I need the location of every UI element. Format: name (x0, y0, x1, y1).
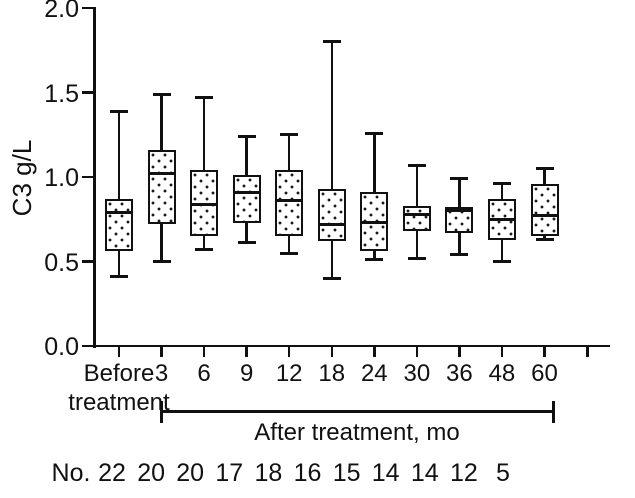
y-tick-label: 1.5 (44, 79, 79, 108)
median-line (105, 210, 133, 214)
whisker-top-cap (492, 182, 511, 186)
x-tick (458, 346, 461, 357)
whisker-bottom-cap (195, 248, 214, 252)
count-value: 12 (449, 459, 478, 487)
y-tick-label: 0.5 (44, 248, 79, 277)
x-tick (415, 346, 419, 357)
x-label: 12 (275, 360, 303, 387)
whisker-bottom-cap (450, 253, 469, 257)
y-tick (82, 260, 95, 263)
x-tick (160, 346, 163, 357)
x-tick (543, 346, 546, 357)
whisker-top-cap (535, 167, 554, 171)
whisker-bottom-cap (492, 260, 511, 263)
x-label: 36 (446, 360, 473, 387)
median-line (275, 199, 304, 203)
y-tick-label: 2.0 (44, 0, 79, 23)
median-line (445, 209, 474, 213)
x-label: 60 (531, 360, 558, 387)
counts-row-header: No. (51, 459, 91, 487)
x-label: 18 (318, 360, 346, 387)
iqr-box (105, 198, 133, 252)
y-tick (82, 91, 95, 94)
median-line (190, 202, 219, 206)
whisker-top-cap (195, 96, 214, 100)
iqr-box (530, 183, 559, 237)
count-value: 20 (137, 459, 165, 487)
iqr-box (275, 170, 304, 237)
count-value: 17 (215, 459, 244, 487)
whisker-top-cap (407, 163, 426, 167)
x-tick (373, 346, 376, 357)
x-tick (202, 346, 206, 357)
count-value: 14 (410, 459, 439, 487)
x-tick (245, 346, 248, 357)
whisker-top-cap (322, 40, 341, 44)
x-label: 48 (488, 360, 516, 387)
iqr-box (445, 207, 474, 233)
whisker-line (117, 111, 121, 277)
count-value: 14 (371, 459, 400, 487)
y-tick-label: 0.0 (44, 333, 79, 361)
whisker-top-cap (365, 131, 384, 135)
after-treatment-bracket-left-cap (160, 401, 163, 423)
whisker-bottom-cap (535, 238, 554, 242)
x-label: 24 (360, 360, 388, 387)
iqr-box (147, 149, 176, 225)
after-treatment-bracket-right-cap (551, 401, 555, 423)
count-value: 5 (496, 459, 510, 487)
after-treatment-bracket-line (161, 410, 554, 413)
whisker-top-cap (152, 92, 171, 96)
whisker-top-cap (237, 134, 256, 138)
median-line (147, 172, 176, 176)
after-treatment-label: After treatment, mo (254, 419, 460, 446)
median-line (317, 222, 346, 226)
whisker-bottom-cap (322, 276, 341, 280)
x-label: 3 (154, 360, 169, 387)
whisker-bottom-cap (280, 251, 299, 255)
count-value: 22 (98, 459, 126, 487)
median-line (402, 212, 431, 216)
whisker-top-cap (110, 109, 128, 113)
iqr-box (317, 188, 346, 242)
iqr-box (232, 175, 261, 223)
median-line (360, 221, 389, 225)
x-tick (330, 346, 333, 357)
whisker-bottom-cap (407, 256, 426, 260)
whisker-bottom-cap (110, 275, 128, 279)
y-tick (82, 175, 95, 179)
count-value: 18 (254, 459, 283, 487)
x-tick (500, 346, 504, 357)
x-label-before-treatment: Before treatment (68, 360, 170, 416)
count-value: 16 (293, 459, 322, 487)
iqr-box (402, 205, 431, 232)
whisker-line (330, 41, 333, 279)
whisker-top-cap (280, 133, 299, 137)
x-label: 30 (403, 360, 431, 387)
whisker-top-cap (450, 177, 469, 181)
whisker-bottom-cap (152, 260, 171, 263)
y-tick-label: 1.0 (44, 164, 79, 192)
x-axis-spine (93, 344, 610, 348)
whisker-bottom-cap (365, 258, 384, 262)
x-tick (117, 346, 121, 357)
count-value: 20 (176, 459, 205, 487)
count-value: 15 (332, 459, 361, 487)
y-tick (82, 6, 95, 10)
median-line (232, 190, 261, 194)
x-label: 9 (239, 360, 254, 387)
x-label: 6 (197, 360, 211, 387)
median-line (487, 217, 516, 221)
x-tick (287, 346, 291, 357)
y-tick (82, 344, 95, 348)
median-line (530, 214, 559, 218)
x-tick-unlabeled (586, 346, 589, 357)
whisker-bottom-cap (237, 241, 256, 245)
